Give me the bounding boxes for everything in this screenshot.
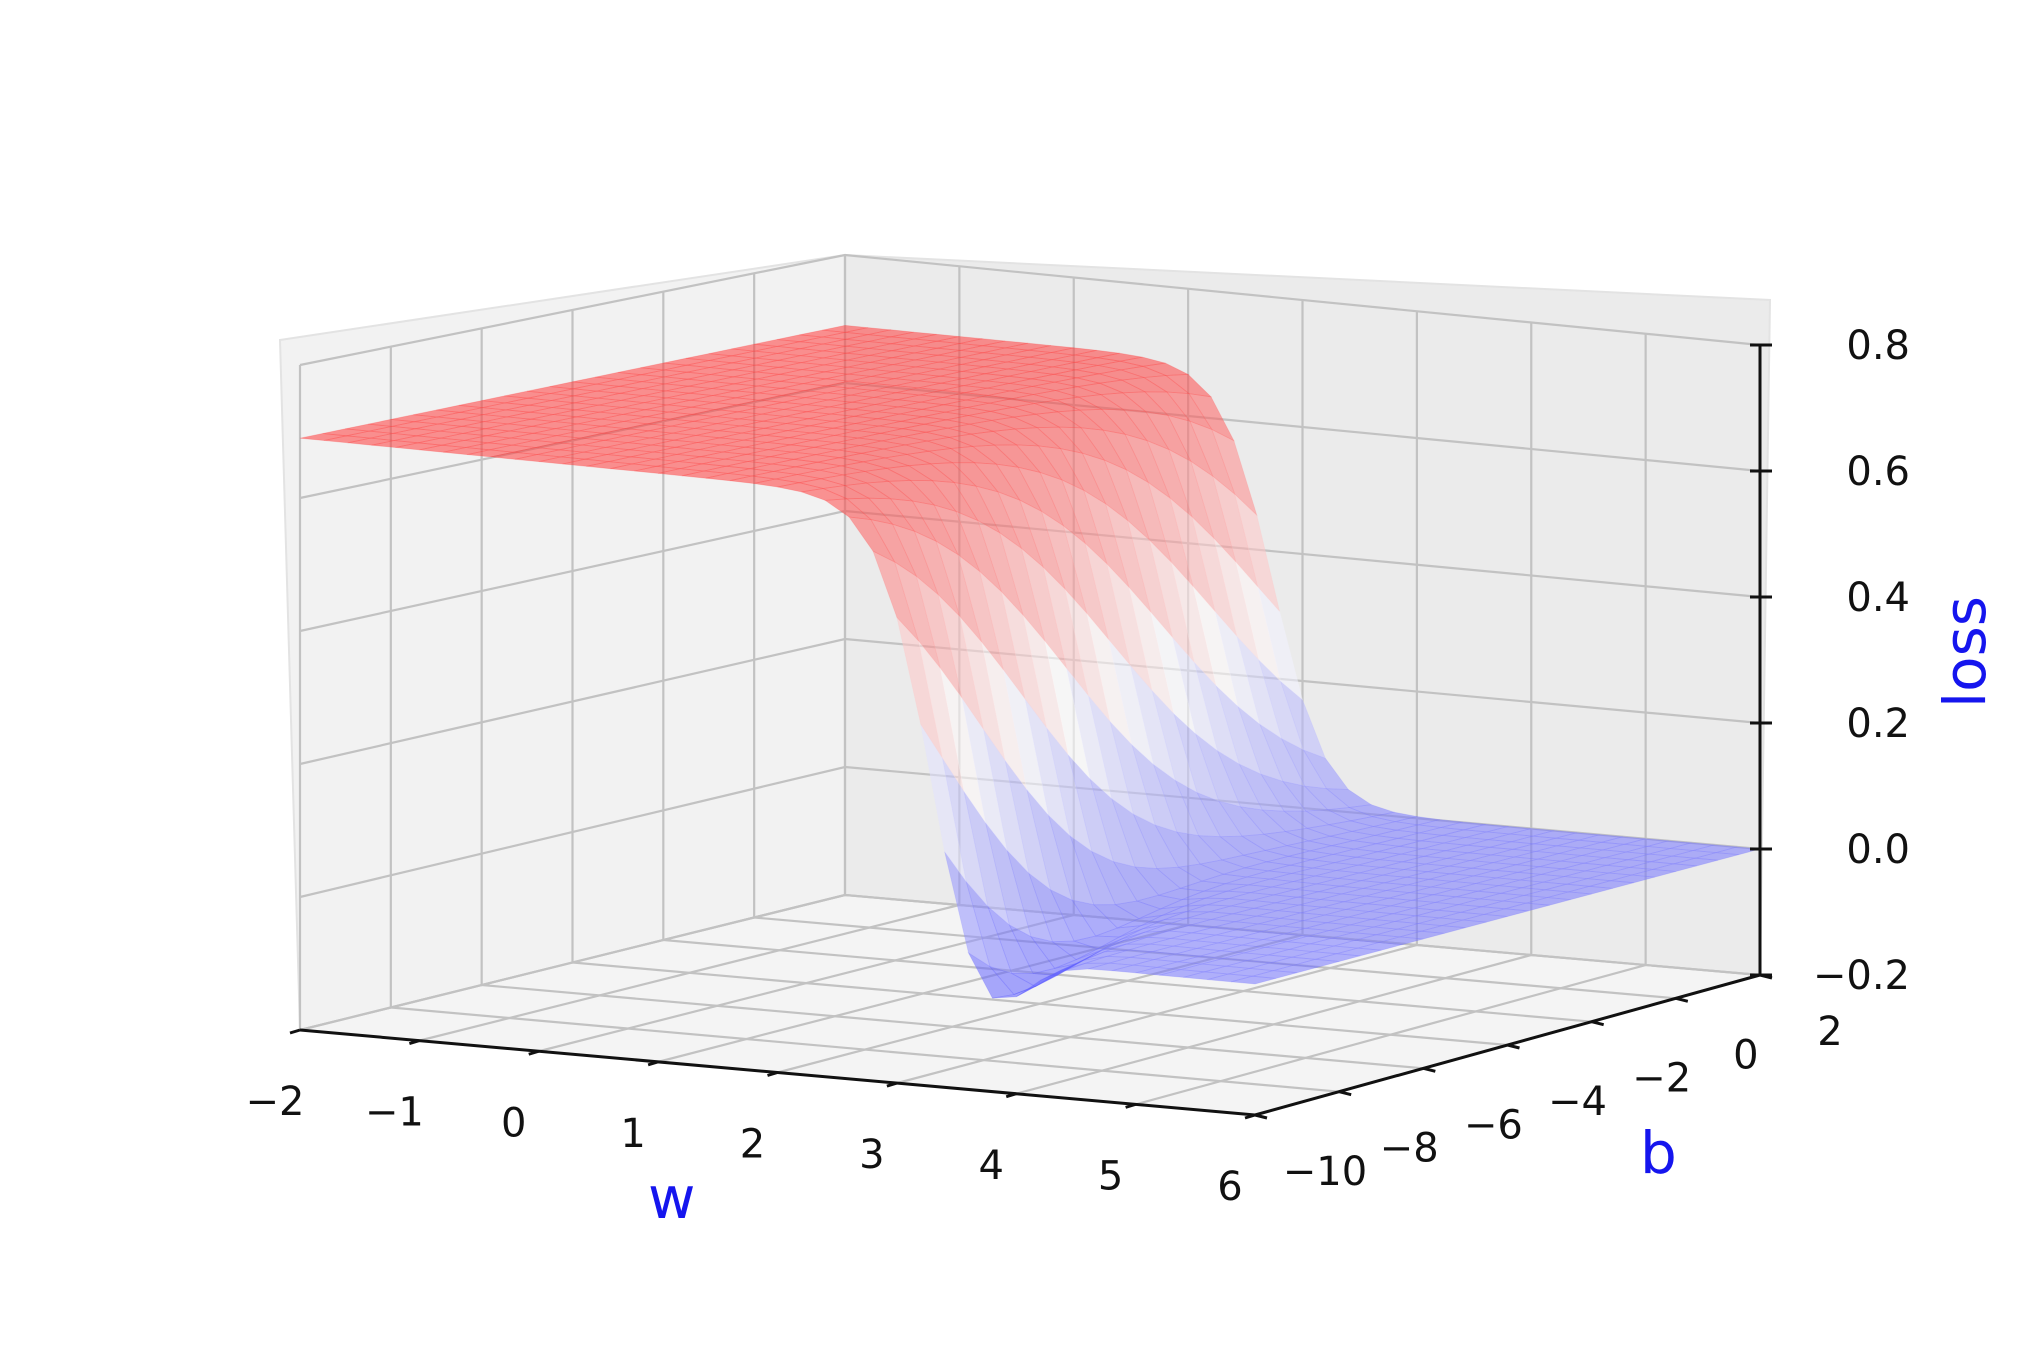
b-tick-mark	[1507, 1043, 1520, 1050]
loss-tick-label: −0.2	[1813, 953, 1910, 999]
w-tick-label: 5	[1098, 1153, 1123, 1199]
w-tick-mark	[886, 1081, 898, 1088]
surface-patch	[1647, 840, 1692, 849]
w-tick-mark	[1244, 1113, 1256, 1120]
w-tick-mark	[647, 1060, 659, 1067]
b-tick-mark	[1422, 1066, 1436, 1073]
surface-patch	[936, 336, 983, 344]
b-tick-label: −4	[1548, 1079, 1607, 1125]
loss-tick-label: 0.4	[1846, 575, 1910, 621]
b-tick-mark	[1254, 1113, 1268, 1120]
w-tick-mark	[289, 1028, 301, 1035]
surface-patch	[1670, 842, 1715, 851]
b-tick-mark	[1591, 1020, 1605, 1027]
surface-patch	[1234, 492, 1280, 612]
w-tick-mark	[1005, 1092, 1017, 1099]
x-axis-title: w	[648, 1164, 695, 1232]
loss-tick-label: 0.8	[1846, 323, 1910, 369]
w-tick-label: −1	[365, 1090, 424, 1136]
surface-patch	[1578, 834, 1623, 843]
surface-patch	[1372, 811, 1417, 823]
z-axis-title: loss	[1931, 596, 1999, 708]
surface-patch	[1257, 586, 1304, 701]
surface-patch	[1211, 428, 1258, 517]
b-tick-label: −6	[1464, 1102, 1523, 1148]
w-tick-label: 1	[620, 1111, 645, 1157]
w-tick-label: −2	[246, 1079, 305, 1125]
grid-line-z-2	[299, 637, 1761, 766]
grid-line-z-0	[299, 893, 1761, 1032]
surface-patch	[868, 329, 914, 338]
w-tick-mark	[528, 1049, 540, 1056]
w-tick-label: 4	[979, 1143, 1004, 1189]
surface-patch	[1325, 788, 1373, 808]
surface-patch	[822, 324, 868, 333]
surface-patch	[1028, 345, 1074, 353]
w-tick-mark	[1125, 1102, 1137, 1109]
loss-surface	[299, 324, 1761, 999]
surface-patch	[959, 338, 1006, 347]
surface-patch	[1188, 393, 1235, 442]
axes	[289, 343, 1773, 1120]
surface-patch	[1074, 349, 1120, 359]
w-tick-label: 2	[740, 1122, 765, 1168]
y-axis-title: b	[1640, 1119, 1677, 1187]
surface-patch	[1347, 804, 1396, 818]
w-tick-label: 0	[501, 1100, 526, 1146]
w-tick-label: 6	[1217, 1164, 1242, 1210]
w-tick-mark	[767, 1071, 778, 1077]
b-tick-label: 2	[1817, 1009, 1842, 1055]
surface-patch	[1302, 749, 1350, 790]
surface-patch	[1555, 832, 1601, 841]
b-tick-mark	[1338, 1090, 1352, 1097]
b-tick-mark	[1675, 996, 1689, 1003]
surface-patch	[982, 340, 1029, 349]
w-tick-mark	[408, 1039, 420, 1046]
surface-patch	[1395, 816, 1440, 826]
surface-patch	[1051, 347, 1097, 356]
b-tick-label: −2	[1632, 1056, 1691, 1102]
grid-line-z-5	[299, 253, 1761, 367]
w-tick-label: 3	[859, 1132, 884, 1178]
b-tick-label: −10	[1283, 1149, 1367, 1195]
b-tick-label: 0	[1733, 1032, 1758, 1078]
tick-labels: −2 −1 0 1 2 3 4 5 6 −10−8−6−4−202−0.20.00.20.40.6…	[246, 323, 1910, 1210]
loss-tick-label: 0.0	[1846, 827, 1910, 873]
b-tick-label: −8	[1380, 1126, 1439, 1172]
surface-patch	[913, 333, 960, 342]
surface-patch	[1279, 679, 1327, 759]
loss-tick-label: 0.6	[1846, 449, 1910, 495]
loss-tick-label: 0.2	[1846, 701, 1910, 747]
